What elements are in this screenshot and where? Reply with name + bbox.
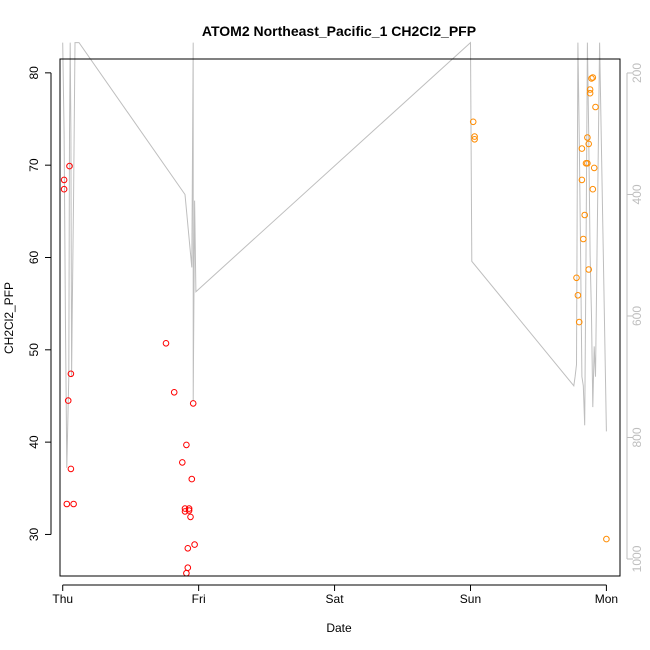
- x-axis-label: Date: [326, 621, 352, 635]
- y-tick-label: 70: [27, 158, 41, 172]
- series-2-point: [589, 185, 597, 193]
- plot-frame: [59, 58, 621, 577]
- series-1-point: [66, 162, 73, 170]
- series-1-point: [181, 505, 189, 512]
- y-tick-label: 80: [27, 66, 41, 80]
- y2-tick-label: 800: [630, 427, 644, 447]
- series-2-point: [584, 134, 591, 141]
- x-tick-label: Thu: [52, 592, 73, 606]
- series-1-point: [170, 389, 178, 396]
- y2-tick-label: 1000: [630, 545, 644, 572]
- series-1-point: [179, 459, 186, 466]
- y-tick-label: 30: [27, 527, 41, 541]
- series-1-point: [162, 340, 170, 347]
- series-1-point: [67, 465, 75, 473]
- axes-layer: Thu Fri Sat Sun Mon 30 40 50 60 70 80 200 400 600 800 1…: [27, 58, 644, 606]
- series-2-point: [471, 136, 478, 143]
- series-2-point: [573, 274, 580, 282]
- series-1-point: [183, 569, 190, 577]
- series-2-point: [585, 140, 593, 148]
- series-1-point: [67, 370, 75, 378]
- y2-tick-label: 600: [630, 306, 644, 326]
- x-tick-label: Sun: [460, 592, 481, 606]
- series-1-point: [184, 545, 192, 552]
- series-1-point: [188, 475, 196, 483]
- series-2-point: [588, 75, 595, 82]
- series-2-point: [603, 535, 610, 543]
- series-2-point: [586, 86, 594, 93]
- y-tick-label: 40: [27, 435, 41, 449]
- series-2-point: [586, 89, 594, 97]
- y-tick-label: 60: [27, 250, 41, 264]
- series-1-point: [183, 441, 190, 449]
- series-1-point: [187, 513, 194, 521]
- series-2-point: [578, 176, 586, 184]
- series-2-point: [575, 318, 583, 326]
- series-2-point: [471, 133, 478, 140]
- series-2-point: [574, 292, 582, 299]
- series-2-point: [469, 118, 477, 126]
- altitude-layer: [62, 41, 607, 468]
- series-2-point: [590, 164, 598, 172]
- series-1-point: [60, 185, 68, 193]
- series-1-point: [60, 176, 68, 184]
- series-1-point: [185, 505, 193, 512]
- series-1-point: [184, 564, 192, 572]
- y2-tick-label: 400: [630, 184, 644, 204]
- y-axis-label: CH2Cl2_PFP: [2, 282, 16, 354]
- x-tick-label: Fri: [192, 592, 206, 606]
- series-2-point: [578, 145, 586, 152]
- series-2-point: [589, 74, 597, 81]
- x-tick-label: Sat: [326, 592, 345, 606]
- series-1-point: [189, 400, 197, 407]
- x-tick-label: Mon: [595, 592, 618, 606]
- series-1-point: [70, 500, 77, 508]
- series-2-point: [584, 160, 591, 167]
- y-tick-label: 50: [27, 343, 41, 357]
- chart-title: ATOM2 Northeast_Pacific_1 CH2Cl2_PFP: [202, 23, 476, 39]
- series-2-point: [592, 103, 599, 111]
- points-layer: [60, 74, 610, 577]
- series-1-point: [185, 507, 193, 514]
- y2-tick-label: 200: [630, 63, 644, 83]
- series-2-point: [585, 266, 593, 273]
- series-1-point: [191, 541, 198, 548]
- altitude-line: [62, 41, 607, 468]
- series-2-point: [581, 211, 589, 219]
- series-1-point: [63, 500, 71, 508]
- series-1-point: [64, 397, 72, 404]
- series-2-point: [580, 235, 587, 243]
